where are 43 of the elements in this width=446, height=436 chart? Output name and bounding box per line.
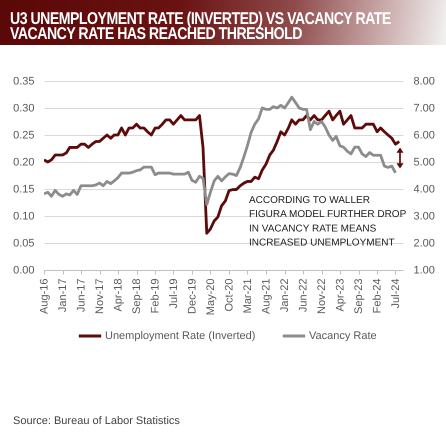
x-tick-label: Oct-20 <box>224 278 236 312</box>
x-tick-label: Feb-19 <box>150 278 162 314</box>
x-tick-label: Jul-24 <box>390 278 402 308</box>
x-tick-label: Sep-23 <box>353 278 366 314</box>
y2-tick-label: 5.00 <box>414 156 435 168</box>
y-tick-label: 0.10 <box>13 210 34 222</box>
y-tick-label: 0.30 <box>13 102 34 114</box>
header-banner: U3 UNEMPLOYMENT RATE (INVERTED) VS VACANCY RATE VACANCY RATE HAS REACHED THRESHOLD <box>0 0 446 45</box>
source-note: Source: Bureau of Labor Statistics <box>13 415 180 427</box>
x-tick-label: Aug-21 <box>260 278 272 314</box>
x-tick-label: Jun-22 <box>297 278 310 312</box>
x-tick-label: Mar-21 <box>242 278 254 314</box>
y2-tick-label: 7.00 <box>414 102 435 114</box>
legend-label: Vacancy Rate <box>309 330 377 342</box>
y2-tick-label: 8.00 <box>414 76 435 88</box>
x-tick-label: Nov-17 <box>94 278 106 314</box>
y-tick-label: 0.05 <box>13 238 34 250</box>
x-tick-label: Apr-18 <box>112 278 124 312</box>
x-tick-label: Jan-17 <box>57 278 70 312</box>
annotation: ACCORDING TO WALLER FIGURA MODEL FURTHER DROP IN VACANCY RATE MEANS INCREASED UNEMPLOYMENT <box>249 195 407 249</box>
y2-tick-label: 4.00 <box>414 184 435 196</box>
y-tick-label: 0.00 <box>13 264 34 276</box>
x-tick-label: May-20 <box>204 278 217 316</box>
x-tick-label: Aug-16 <box>38 278 50 314</box>
x-tick-label: Jun-17 <box>75 278 88 312</box>
chart-title: U3 UNEMPLOYMENT RATE (INVERTED) VS VACANCY RATE <box>10 8 391 28</box>
x-tick-label: Jul-19 <box>168 278 180 308</box>
y-tick-label: 0.35 <box>13 76 34 88</box>
x-tick-label: Nov-22 <box>316 278 328 314</box>
x-tick-label: Feb-24 <box>372 278 384 314</box>
y-tick-label: 0.25 <box>13 130 34 142</box>
x-tick-label: Apr-23 <box>334 278 346 312</box>
y-tick-label: 0.15 <box>13 184 34 196</box>
legend-label: Unemployment Rate (Inverted) <box>105 330 256 342</box>
y2-tick-label: 2.00 <box>414 238 435 250</box>
x-tick-label: Jan-22 <box>279 278 292 312</box>
y-tick-label: 0.20 <box>13 156 34 168</box>
line-series <box>44 96 397 206</box>
x-tick-label: Dec-19 <box>186 278 198 314</box>
y2-tick-label: 6.00 <box>414 130 435 142</box>
y2-tick-label: 3.00 <box>414 210 435 222</box>
x-tick-label: Sep-18 <box>131 278 144 314</box>
y2-tick-label: 1.00 <box>414 264 435 276</box>
